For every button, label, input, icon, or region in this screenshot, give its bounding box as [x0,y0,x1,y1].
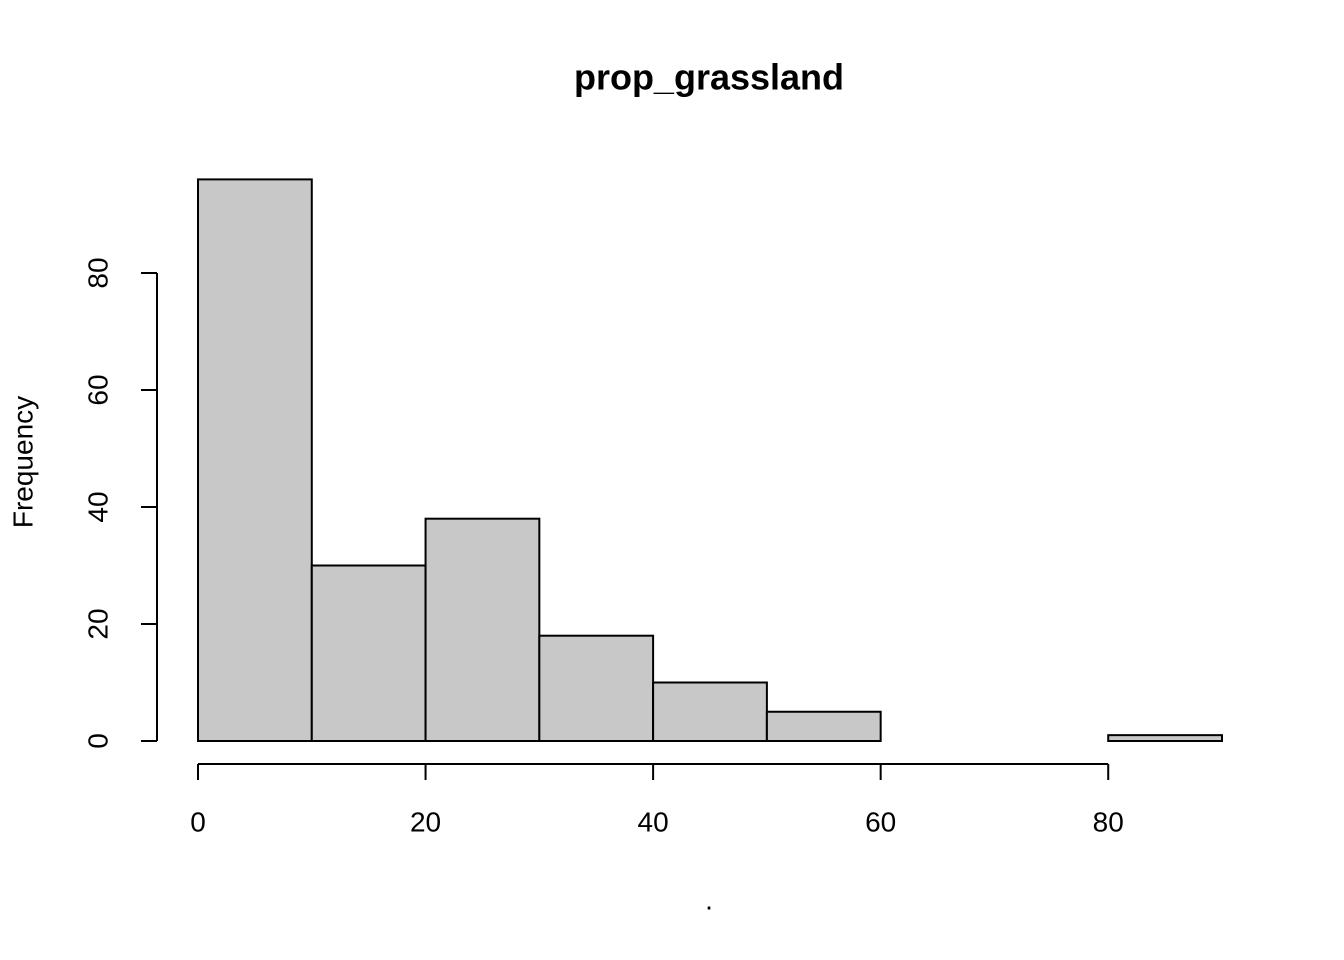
bar [197,178,313,742]
x-axis-label: . [705,884,713,915]
y-tick-label: 80 [82,257,113,288]
x-tick-label: 60 [865,806,896,837]
x-tick-label: 0 [190,806,206,837]
x-tick-label: 20 [410,806,441,837]
x-tick-label: 80 [1093,806,1124,837]
x-tick-label: 40 [638,806,669,837]
bar [765,710,882,742]
bar [538,634,655,743]
bar [310,564,427,742]
y-tick-label: 20 [82,608,113,639]
y-tick-label: 60 [82,374,113,405]
y-tick-label: 0 [82,733,113,749]
bar [1107,734,1223,743]
chart-title: prop_grassland [574,57,844,98]
y-tick-label: 40 [82,491,113,522]
bar [652,681,768,742]
y-axis-label: Frequency [7,396,38,528]
bar [424,517,541,743]
